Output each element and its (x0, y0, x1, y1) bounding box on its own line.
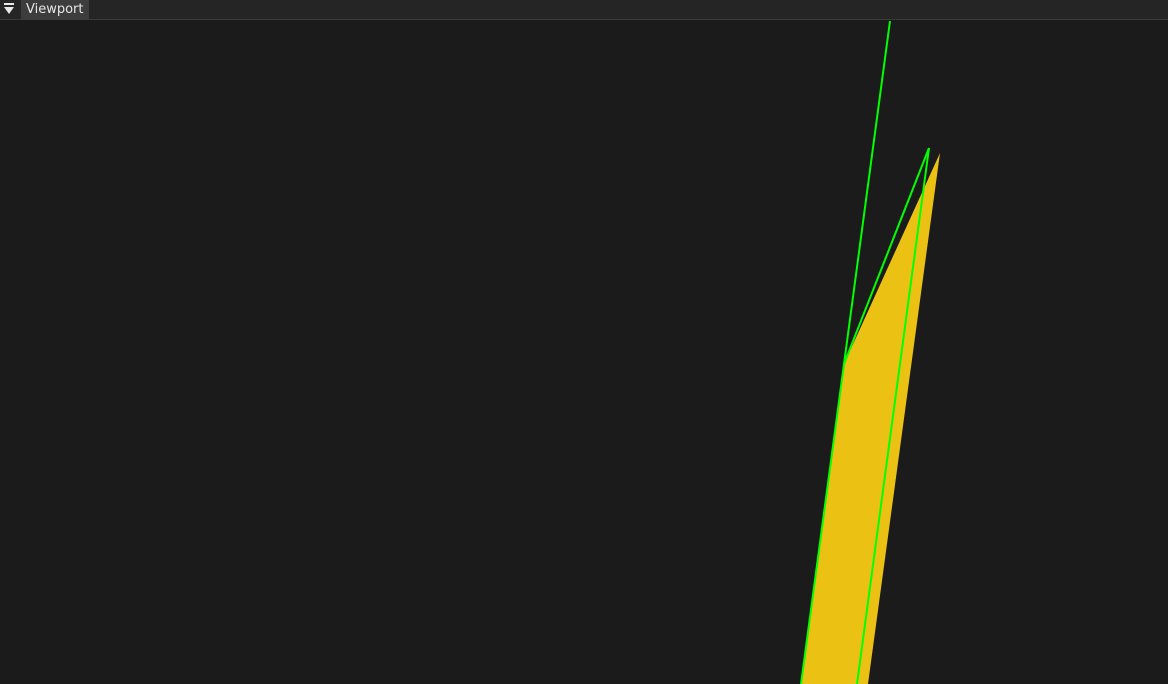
tab-viewport[interactable]: Viewport (21, 0, 89, 20)
wireframe-edge-long (843, 21, 891, 365)
scene-render (0, 21, 1168, 684)
panel-tab-bar: Viewport (0, 0, 1168, 20)
wireframe-edge-upper (843, 147, 930, 365)
wireframe-edge-inner (856, 147, 930, 684)
wireframe-edges (800, 21, 930, 684)
mesh-face-yellow (801, 153, 940, 684)
dropdown-triangle-icon (4, 7, 14, 14)
wireframe-edge-left (800, 363, 845, 684)
viewport-background (0, 21, 1168, 684)
viewport-canvas[interactable] (0, 21, 1168, 684)
menu-bar-icon (4, 3, 14, 5)
tab-viewport-label: Viewport (26, 2, 84, 17)
panel-menu-button[interactable] (0, 0, 18, 19)
